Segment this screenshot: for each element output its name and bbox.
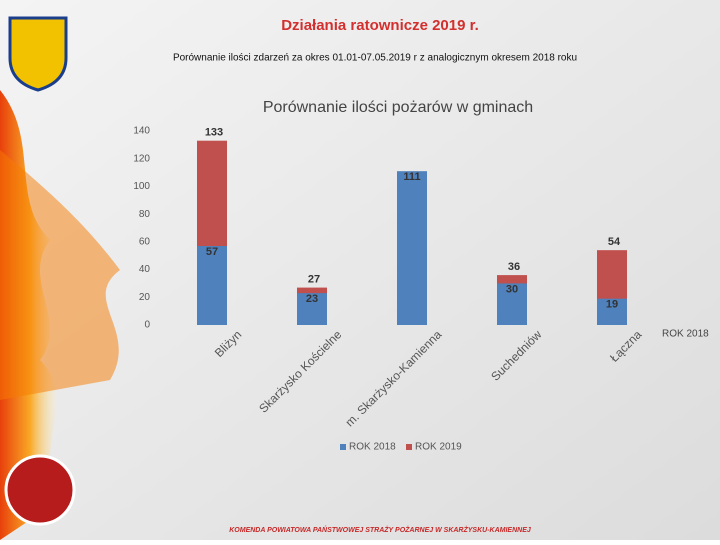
data-label: 57 [206, 246, 218, 258]
data-label: 19 [606, 299, 618, 311]
coat-of-arms [8, 16, 68, 92]
bar [297, 293, 327, 325]
slide-title: Działania ratownicze 2019 r. [281, 17, 479, 34]
data-label: 27 [308, 273, 320, 285]
data-label: 23 [306, 293, 318, 305]
legend-swatch [406, 444, 412, 450]
bar [497, 283, 527, 325]
data-label: 111 [403, 171, 420, 183]
y-tick-label: 20 [139, 292, 151, 303]
y-tick-label: 0 [144, 320, 150, 331]
bar [397, 171, 427, 325]
data-label: 30 [506, 283, 518, 295]
y-tick-label: 60 [139, 236, 151, 247]
bar [197, 246, 227, 325]
y-tick-label: 80 [139, 209, 151, 220]
y-tick-label: 100 [133, 181, 150, 192]
legend-swatch [340, 444, 346, 450]
footer: KOMENDA POWIATOWA PAŃSTWOWEJ STRAŻY POŻA… [229, 525, 532, 534]
bar [597, 298, 627, 325]
slide-subtitle: Porównanie ilości zdarzeń za okres 01.01… [173, 53, 577, 64]
data-label: 54 [608, 236, 621, 248]
data-label: 36 [508, 261, 520, 273]
legend-label: ROK 2018 [349, 442, 396, 453]
flames [0, 150, 120, 400]
y-tick-label: 40 [139, 264, 151, 275]
depth-axis-label: ROK 2018 [662, 329, 709, 340]
legend-label: ROK 2019 [415, 442, 462, 453]
emblem [4, 454, 76, 526]
y-tick-label: 120 [133, 153, 150, 164]
data-label: 133 [205, 127, 223, 139]
y-tick-label: 140 [133, 126, 150, 137]
chart-title: Porównanie ilości pożarów w gminach [263, 99, 533, 116]
